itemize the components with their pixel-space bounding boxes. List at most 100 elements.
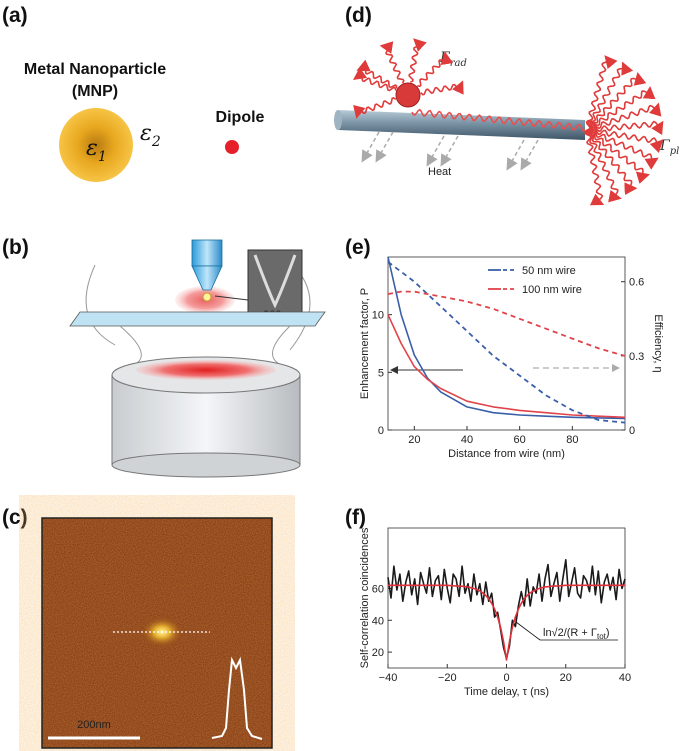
- heat-arrow: [426, 135, 445, 167]
- annotation-sub: tot: [597, 632, 607, 641]
- x-tick-label: 20: [560, 672, 572, 684]
- x-tick-label: −40: [379, 672, 398, 684]
- x-tick-label: −20: [438, 672, 457, 684]
- nanoparticle: [59, 108, 133, 182]
- wave: [586, 102, 662, 133]
- subscript: 1: [98, 149, 107, 165]
- x-axis-label: Distance from wire (nm): [448, 448, 565, 460]
- wave: [408, 38, 427, 83]
- series-line: [388, 584, 625, 661]
- y2-axis-label: Efficiency, η: [652, 314, 664, 372]
- wave: [353, 97, 397, 119]
- series-line: [387, 314, 626, 419]
- wave: [586, 61, 634, 131]
- heat-arrow: [520, 139, 539, 171]
- intensity-profile: [211, 656, 263, 740]
- epsilon-1: ε1: [86, 136, 107, 165]
- series-line: [387, 290, 626, 357]
- y-tick-label: 20: [372, 647, 384, 659]
- y-axis-label: Self-correlation coincidences: [359, 527, 371, 668]
- objective-tip: [191, 265, 223, 291]
- wave: [585, 129, 638, 196]
- subscript: 2: [151, 134, 161, 150]
- mnp-abbr: (MNP): [72, 83, 118, 100]
- gamma-rad: Γrad: [439, 50, 467, 69]
- wave: [411, 108, 586, 132]
- fluorescence-image: 200nm: [41, 517, 273, 749]
- dipole-label: Dipole: [216, 109, 265, 126]
- x-tick-label: 80: [566, 434, 578, 446]
- wave: [420, 80, 464, 96]
- wave: [586, 129, 659, 170]
- objective: [191, 239, 223, 267]
- wave: [352, 67, 397, 92]
- pointer: [214, 295, 249, 301]
- x-tick-label: 60: [514, 434, 526, 446]
- subscript: rad: [450, 58, 467, 69]
- symbol: ε: [140, 121, 152, 146]
- wave: [585, 55, 618, 131]
- wave: [586, 120, 664, 136]
- chart: 20 40 60 80 0 5 10 0 0.3 0.6 Distance from wire (n…: [359, 256, 664, 460]
- wave: [584, 129, 622, 203]
- heat-arrow: [440, 135, 459, 167]
- heat-arrow: [375, 131, 394, 163]
- series-line: [387, 256, 626, 420]
- annotation-leader: [515, 621, 541, 641]
- subscript: pl: [670, 146, 680, 157]
- annotation-tail: ): [606, 627, 610, 639]
- mnp-title: Metal Nanoparticle: [24, 61, 166, 78]
- series-line: [387, 261, 626, 424]
- y-tick-label: 40: [372, 615, 384, 627]
- slide: [69, 311, 326, 327]
- chart: −40 −20 0 20 40 20 40 60 Time delay, τ (ns) Self-…: [359, 527, 631, 698]
- dipole: [225, 140, 239, 154]
- curve: [85, 264, 116, 346]
- annotation-text: ln√2/(R + Γ: [543, 627, 597, 639]
- x-tick-label: 40: [461, 434, 473, 446]
- wave: [586, 127, 664, 154]
- wave: [356, 59, 398, 89]
- plot-frame: [387, 527, 626, 669]
- y-axis-label: Enhancement factor, P: [359, 288, 371, 399]
- y-tick-label: 0: [378, 425, 384, 437]
- nanowire-diagram: Γrad Heat Γpl: [334, 38, 679, 206]
- wave: [586, 86, 656, 132]
- wire-end: [334, 110, 342, 130]
- panel-label: (b): [2, 236, 29, 259]
- panel-label: (a): [2, 4, 28, 27]
- legend-label: 100 nm wire: [522, 284, 582, 296]
- tip-particle: [202, 292, 212, 302]
- y-tick-label: 60: [372, 583, 384, 595]
- annotation: ln√2/(R + Γtot): [543, 627, 610, 641]
- sem-tip: [253, 254, 297, 309]
- panel-label: (e): [345, 236, 371, 259]
- y2-tick-label: 0.3: [629, 351, 644, 363]
- series-line: [387, 559, 626, 660]
- y2-tick-label: 0: [629, 425, 635, 437]
- gamma-pl: Γpl: [659, 138, 679, 157]
- legend-label: 50 nm wire: [522, 265, 576, 277]
- panel-label: (f): [345, 506, 366, 529]
- panel-label: (c): [2, 506, 28, 529]
- panel-label: (d): [345, 4, 372, 27]
- heat-arrow: [506, 139, 525, 171]
- y-tick-label: 10: [372, 310, 384, 322]
- x-tick-label: 0: [503, 672, 509, 684]
- objective-base: [111, 452, 301, 478]
- microscope-diagram: 200nm: [69, 239, 326, 478]
- x-tick-label: 20: [408, 434, 420, 446]
- nanowire: [338, 110, 585, 140]
- red-ring: [136, 360, 276, 380]
- plot-frame: [387, 256, 626, 431]
- wave: [586, 130, 650, 184]
- y-tick-label: 5: [378, 367, 384, 379]
- heat-label: Heat: [428, 166, 451, 178]
- x-axis-label: Time delay, τ (ns): [464, 686, 549, 698]
- wave: [584, 129, 605, 206]
- heat-arrow: [361, 131, 380, 163]
- x-tick-label: 40: [619, 672, 631, 684]
- emitter: [395, 82, 421, 108]
- symbol: ε: [86, 136, 98, 161]
